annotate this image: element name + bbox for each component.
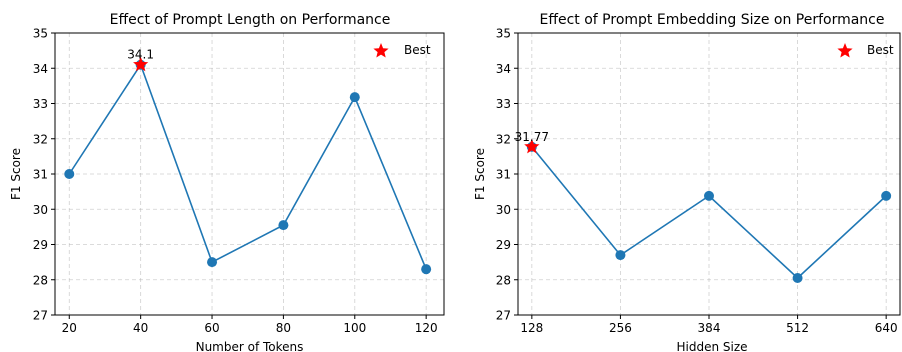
data-point (421, 264, 432, 275)
y-tick-label: 31 (496, 168, 511, 182)
chart-title: Effect of Prompt Embedding Size on Perfo… (539, 12, 884, 28)
y-tick-label: 31 (33, 168, 48, 182)
x-tick-label: 384 (698, 321, 721, 335)
best-value-label: 34.1 (127, 48, 154, 62)
best-marker-group: 34.1 (127, 48, 154, 72)
y-tick-label: 29 (496, 238, 511, 252)
data-point (278, 220, 289, 231)
legend-star-icon (837, 43, 853, 58)
x-tick-label: 256 (609, 321, 632, 335)
y-tick-label: 33 (33, 97, 48, 111)
y-tick-label: 28 (33, 273, 48, 287)
y-tick-label: 32 (496, 132, 511, 146)
data-point (615, 250, 626, 261)
y-tick-label: 34 (33, 62, 48, 76)
data-point (792, 272, 803, 283)
y-tick-label: 34 (496, 62, 511, 76)
x-tick-label: 80 (276, 321, 291, 335)
data-point (64, 169, 75, 179)
chart-embedding-size: Effect of Prompt Embedding Size on Perfo… (473, 12, 901, 352)
grid (55, 32, 444, 316)
x-tick-label: 640 (875, 321, 898, 335)
y-tick-label: 32 (33, 132, 48, 146)
y-tick-label: 27 (496, 309, 511, 323)
y-tick-label: 30 (496, 203, 511, 217)
series-polyline (68, 62, 427, 270)
legend-star-icon (373, 43, 389, 58)
legend: Best (837, 43, 894, 58)
data-point (881, 190, 892, 201)
x-tick-label: 120 (415, 321, 438, 335)
x-axis-label: Number of Tokens (196, 340, 304, 352)
best-marker-group: 31.77 (515, 130, 549, 154)
y-tick-label: 29 (33, 238, 48, 252)
y-axis-ticks: 27 28 29 30 31 32 33 34 35 (496, 27, 518, 323)
y-tick-label: 28 (496, 273, 511, 287)
series-line (64, 59, 432, 275)
y-axis-label: F1 Score (9, 148, 23, 200)
grid (518, 32, 900, 316)
x-tick-label: 128 (520, 321, 543, 335)
best-star-icon (524, 138, 540, 154)
x-tick-label: 60 (204, 321, 219, 335)
y-tick-label: 35 (496, 27, 511, 41)
y-tick-label: 27 (33, 309, 48, 323)
best-star-icon (133, 56, 149, 72)
y-tick-label: 30 (33, 203, 48, 217)
data-point (349, 92, 360, 103)
best-value-label: 31.77 (515, 130, 549, 144)
legend: Best (373, 43, 431, 58)
data-point (207, 257, 218, 268)
x-axis-ticks: 20 40 60 80 100 120 (62, 315, 438, 335)
legend-label: Best (867, 43, 894, 57)
data-point (704, 190, 714, 201)
x-tick-label: 20 (62, 321, 77, 335)
x-tick-label: 100 (343, 321, 366, 335)
chart-prompt-length: Effect of Prompt Length on Performance 3… (9, 12, 445, 352)
y-axis-label: F1 Score (473, 148, 487, 200)
x-tick-label: 512 (786, 321, 809, 335)
x-tick-label: 40 (133, 321, 148, 335)
x-axis-ticks: 128 256 384 512 640 (520, 315, 898, 335)
y-tick-label: 33 (496, 97, 511, 111)
series-line (526, 141, 892, 283)
x-axis-label: Hidden Size (676, 340, 747, 352)
y-tick-label: 35 (33, 27, 48, 41)
chart-title: Effect of Prompt Length on Performance (110, 12, 391, 28)
y-axis-ticks: 27 28 29 30 31 32 33 34 35 (33, 27, 55, 323)
legend-label: Best (404, 43, 431, 57)
